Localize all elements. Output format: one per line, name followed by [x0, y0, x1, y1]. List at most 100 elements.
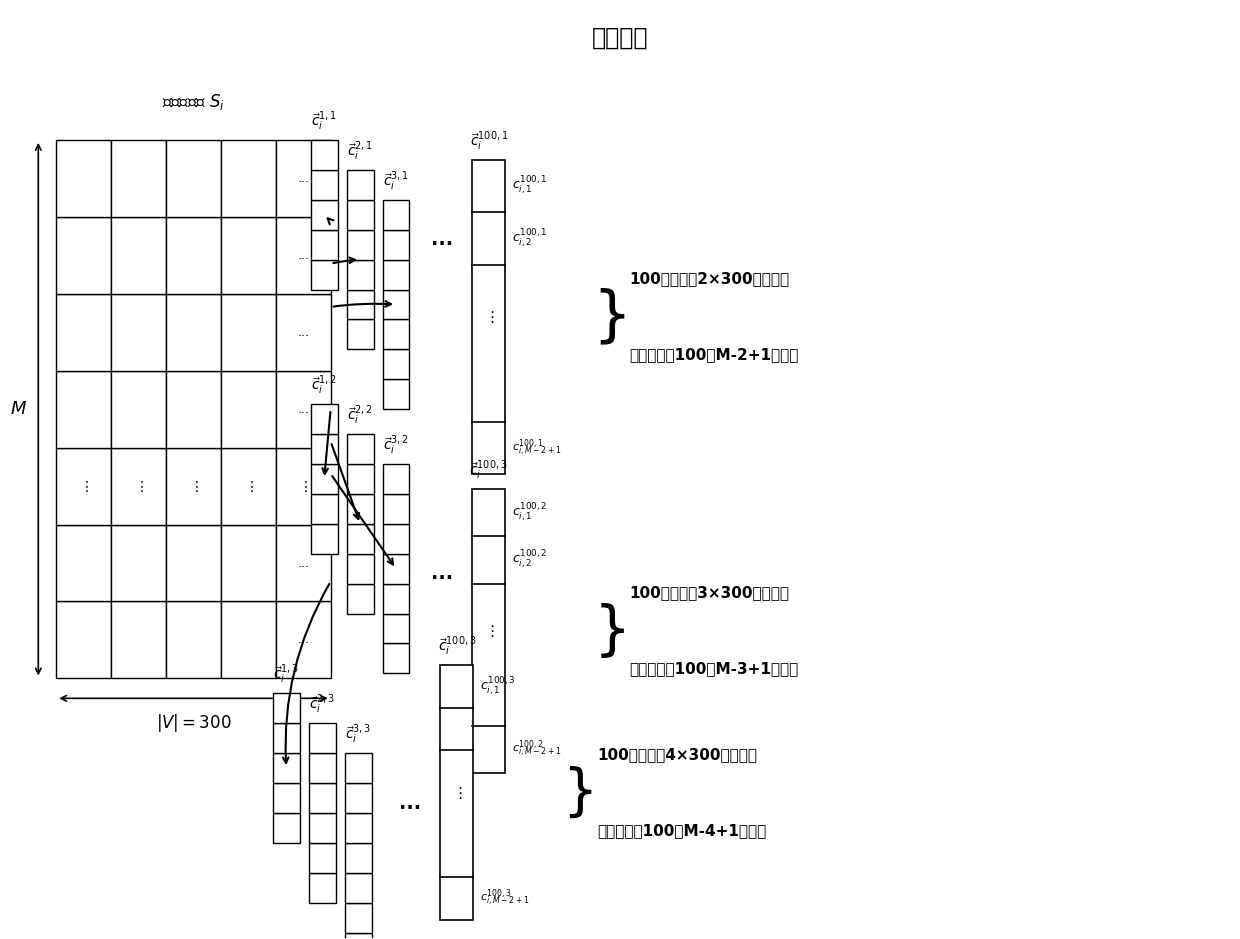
Bar — [221, 217, 275, 294]
Text: $\vdots$: $\vdots$ — [451, 785, 463, 801]
Bar — [311, 259, 337, 289]
Bar — [382, 379, 409, 409]
Text: $\vec{c}_i^{100,3}$: $\vec{c}_i^{100,3}$ — [438, 635, 476, 658]
Bar — [311, 434, 337, 464]
Bar — [112, 525, 166, 602]
Text: $\vec{c}_i^{1,2}$: $\vec{c}_i^{1,2}$ — [311, 374, 337, 397]
Bar — [347, 200, 373, 230]
Text: ...: ... — [298, 557, 309, 570]
Bar — [382, 200, 409, 230]
Text: $\vec{c}_i^{2,1}$: $\vec{c}_i^{2,1}$ — [347, 139, 373, 162]
Bar — [56, 448, 112, 525]
Text: ...: ... — [298, 403, 309, 416]
Text: $\vdots$: $\vdots$ — [134, 479, 144, 494]
Text: ...: ... — [432, 564, 454, 583]
Text: $c_{i,M-2+1}^{100,2}$: $c_{i,M-2+1}^{100,2}$ — [512, 739, 562, 760]
Bar — [275, 371, 331, 448]
Text: $\vdots$: $\vdots$ — [299, 479, 308, 494]
Text: 卷积结果为100个M-2+1维向量: 卷积结果为100个M-2+1维向量 — [629, 347, 799, 362]
Bar — [112, 448, 166, 525]
Text: $|V|=300$: $|V|=300$ — [156, 713, 231, 734]
Text: 卷积结果为100个M-4+1维向量: 卷积结果为100个M-4+1维向量 — [596, 823, 766, 838]
Text: $\vec{c}_i^{1,1}$: $\vec{c}_i^{1,1}$ — [311, 109, 337, 133]
Bar — [275, 140, 331, 217]
Text: $\vdots$: $\vdots$ — [188, 479, 198, 494]
Bar — [166, 448, 221, 525]
Bar — [345, 753, 372, 783]
Text: $\vdots$: $\vdots$ — [243, 479, 253, 494]
Text: }: } — [563, 765, 598, 820]
Bar — [440, 666, 474, 919]
Bar — [347, 259, 373, 289]
Bar — [221, 294, 275, 371]
Bar — [311, 524, 337, 554]
Bar — [56, 217, 112, 294]
Bar — [273, 723, 300, 753]
Text: $\vdots$: $\vdots$ — [79, 479, 88, 494]
Bar — [275, 217, 331, 294]
Bar — [345, 902, 372, 932]
Text: ...: ... — [298, 634, 309, 646]
Bar — [221, 525, 275, 602]
Bar — [166, 217, 221, 294]
Bar — [221, 602, 275, 678]
Bar — [56, 140, 112, 217]
Text: ...: ... — [432, 230, 454, 249]
Text: $c_{i,M-2+1}^{100,1}$: $c_{i,M-2+1}^{100,1}$ — [512, 438, 562, 458]
Bar — [382, 230, 409, 259]
Bar — [166, 602, 221, 678]
Text: $\vec{c}_i^{100,1}$: $\vec{c}_i^{100,1}$ — [470, 129, 508, 153]
Text: $c_{i,M-2+1}^{100,3}$: $c_{i,M-2+1}^{100,3}$ — [480, 887, 529, 909]
Text: $\vec{c}_i^{3,3}$: $\vec{c}_i^{3,3}$ — [345, 722, 371, 747]
Bar — [112, 217, 166, 294]
Bar — [382, 584, 409, 613]
Bar — [273, 783, 300, 813]
Bar — [347, 554, 373, 584]
Bar — [347, 584, 373, 613]
Bar — [345, 843, 372, 873]
Bar — [56, 525, 112, 602]
Bar — [112, 294, 166, 371]
Bar — [382, 524, 409, 554]
Bar — [273, 693, 300, 723]
Text: ...: ... — [298, 172, 309, 185]
Bar — [345, 783, 372, 813]
Bar — [309, 843, 336, 873]
Text: $\vdots$: $\vdots$ — [484, 309, 494, 325]
Bar — [311, 494, 337, 524]
Bar — [166, 294, 221, 371]
Bar — [347, 434, 373, 464]
Text: 卷积结果为100个M-3+1维向量: 卷积结果为100个M-3+1维向量 — [629, 661, 799, 676]
Text: 100个尺寸为2×300的卷积核: 100个尺寸为2×300的卷积核 — [629, 271, 789, 286]
Bar — [311, 230, 337, 259]
Bar — [112, 371, 166, 448]
Bar — [309, 813, 336, 843]
Text: $M$: $M$ — [10, 400, 27, 418]
Bar — [56, 602, 112, 678]
Bar — [221, 371, 275, 448]
Text: $c_{i,1}^{100,1}$: $c_{i,1}^{100,1}$ — [512, 175, 548, 197]
Text: 100个尺寸为4×300的卷积核: 100个尺寸为4×300的卷积核 — [596, 747, 758, 762]
Bar — [275, 448, 331, 525]
Bar — [56, 294, 112, 371]
Bar — [345, 932, 372, 939]
Bar — [311, 200, 337, 230]
Bar — [382, 259, 409, 289]
Bar — [275, 602, 331, 678]
Text: }: } — [594, 603, 631, 659]
Text: $\vec{c}_i^{1,3}$: $\vec{c}_i^{1,3}$ — [273, 663, 299, 686]
Bar — [345, 873, 372, 902]
Bar — [311, 140, 337, 170]
Bar — [382, 289, 409, 319]
Text: $c_{i,2}^{100,1}$: $c_{i,2}^{100,1}$ — [512, 227, 548, 250]
Bar — [382, 319, 409, 349]
Bar — [382, 494, 409, 524]
Text: }: } — [593, 287, 631, 346]
Bar — [347, 464, 373, 494]
Bar — [309, 723, 336, 753]
Bar — [275, 294, 331, 371]
Text: ...: ... — [399, 793, 422, 812]
Bar — [382, 554, 409, 584]
Bar — [347, 524, 373, 554]
Bar — [112, 602, 166, 678]
